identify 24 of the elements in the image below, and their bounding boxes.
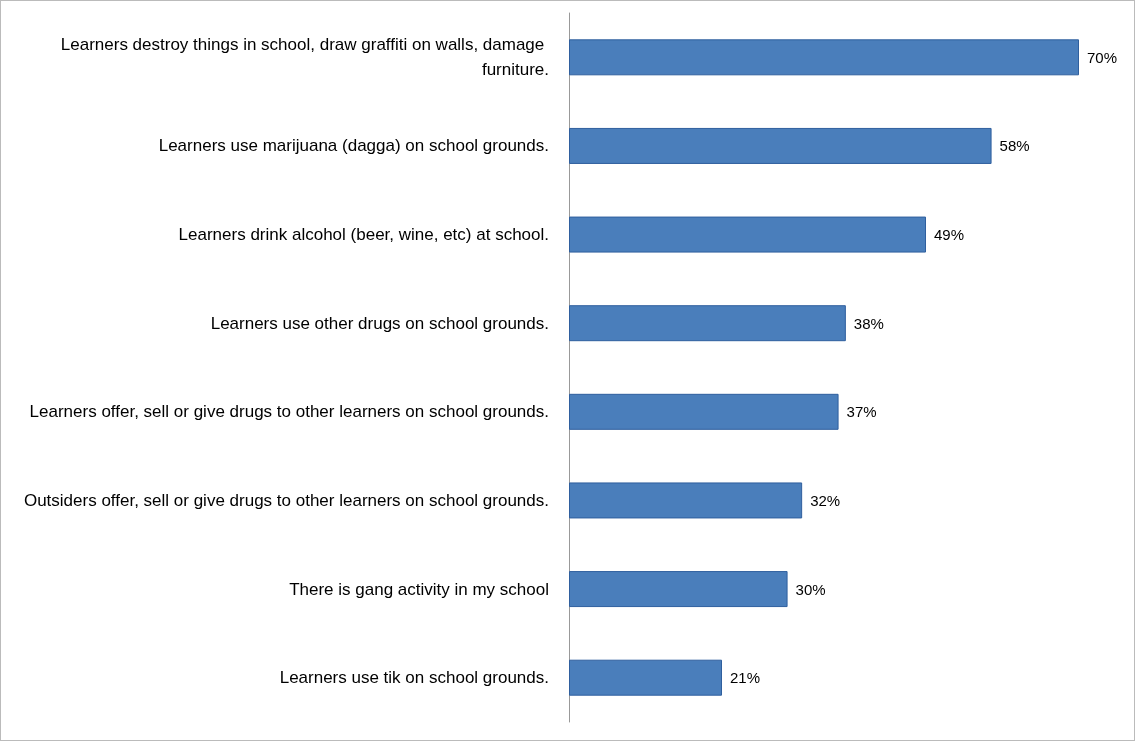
bar xyxy=(569,127,992,164)
data-label: 30% xyxy=(795,580,826,598)
data-label: 38% xyxy=(853,314,884,332)
data-label: 32% xyxy=(810,491,841,509)
bar xyxy=(569,482,803,519)
data-label: 21% xyxy=(730,669,761,687)
bar xyxy=(569,571,788,608)
data-label: 37% xyxy=(846,403,877,421)
bar xyxy=(569,216,926,253)
y-tick-label: Outsiders offer, sell or give drugs to other learners on school grounds. xyxy=(23,490,549,510)
data-label: 49% xyxy=(934,226,965,244)
y-tick-label: Learners use tik on school grounds. xyxy=(279,668,549,688)
bar xyxy=(569,393,839,430)
y-tick-label: Learners use other drugs on school grounds. xyxy=(210,313,549,333)
y-tick-label: There is gang activity in my school xyxy=(289,579,549,599)
bar xyxy=(569,305,846,342)
bar xyxy=(569,39,1079,76)
data-label: 70% xyxy=(1087,48,1118,66)
y-tick-label: Learners use marijuana (dagga) on school grounds. xyxy=(158,136,549,156)
bar xyxy=(569,659,722,696)
data-label: 58% xyxy=(999,137,1030,155)
y-tick-label: Learners destroy things in school, draw graffiti on walls, damage furniture. xyxy=(60,35,549,80)
y-tick-label: Learners offer, sell or give drugs to other learners on school grounds. xyxy=(29,402,549,422)
y-tick-label: Learners drink alcohol (beer, wine, etc) at school. xyxy=(178,225,549,245)
